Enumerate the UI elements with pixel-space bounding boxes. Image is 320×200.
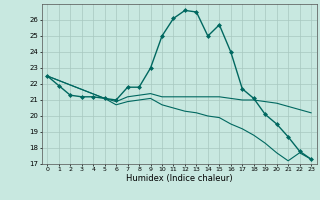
X-axis label: Humidex (Indice chaleur): Humidex (Indice chaleur): [126, 174, 233, 183]
